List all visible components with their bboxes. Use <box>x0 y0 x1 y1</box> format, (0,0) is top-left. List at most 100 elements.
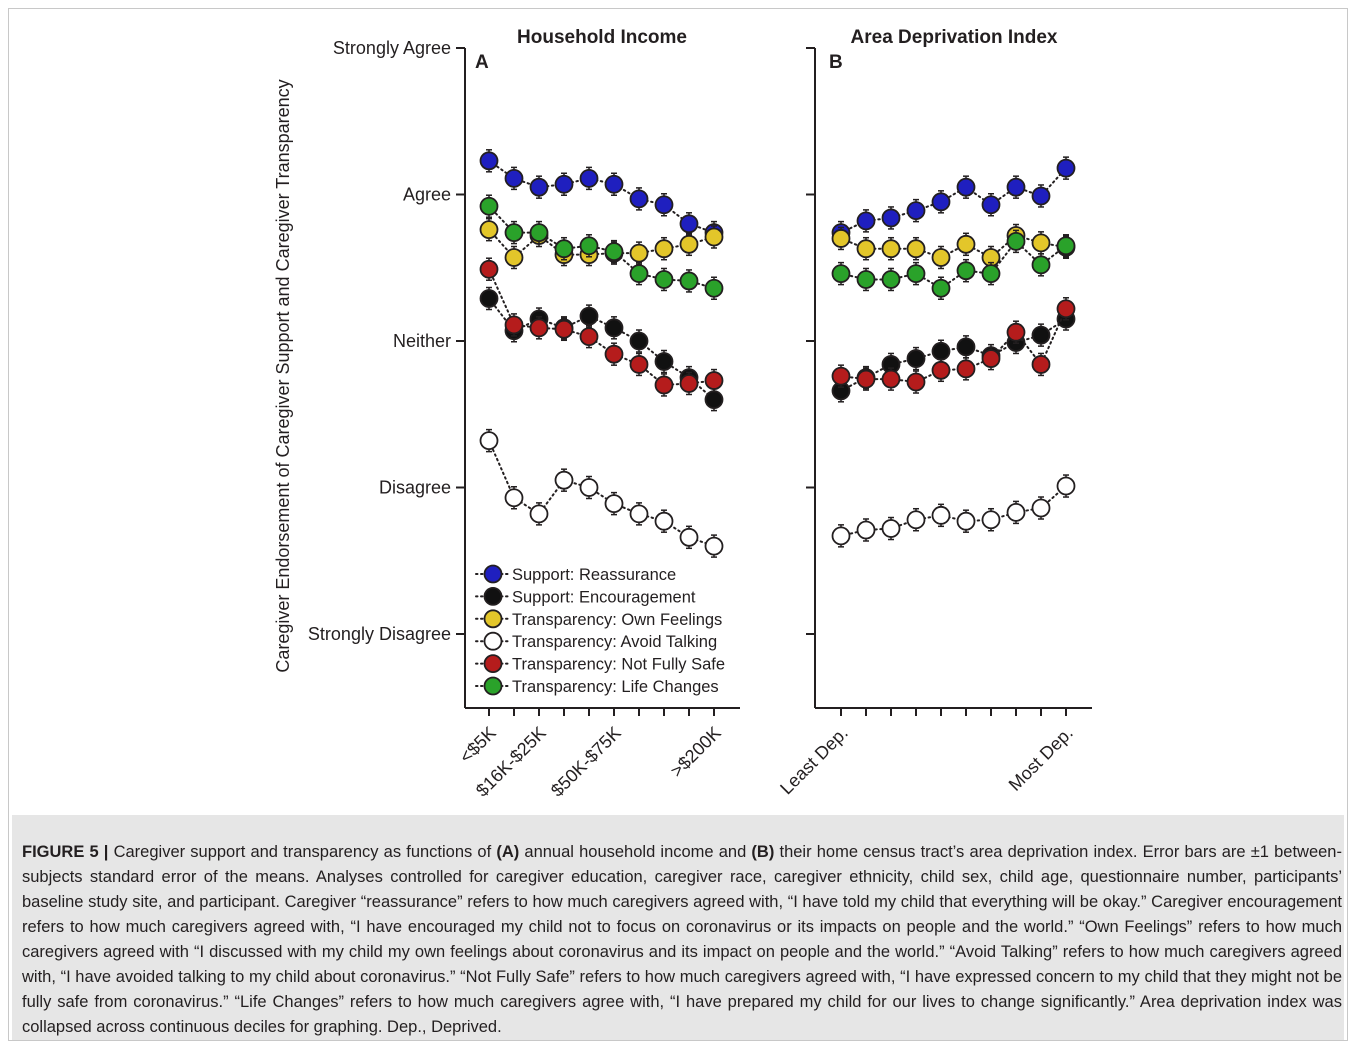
data-point <box>554 174 574 194</box>
data-point <box>529 177 549 197</box>
data-point <box>679 271 699 291</box>
data-point <box>604 494 624 514</box>
data-point <box>579 306 599 326</box>
data-point <box>931 278 951 298</box>
legend-marker <box>483 631 503 651</box>
series-line <box>488 268 715 386</box>
caption-background <box>12 815 1344 1040</box>
data-point <box>629 504 649 524</box>
data-point <box>881 270 901 289</box>
data-point <box>881 519 901 538</box>
data-point <box>604 242 624 262</box>
data-point <box>704 536 724 556</box>
chart-svg: Caregiver Endorsement of Caregiver Suppo… <box>273 27 1092 801</box>
data-point <box>1056 236 1076 256</box>
data-point <box>956 234 976 254</box>
caption-text-2: annual household income and <box>519 843 752 861</box>
y-category-label: Strongly Agree <box>333 38 451 58</box>
data-point <box>931 360 951 380</box>
data-point <box>654 239 674 259</box>
y-axis-label: Caregiver Endorsement of Caregiver Suppo… <box>273 79 293 672</box>
data-point <box>981 195 1001 215</box>
data-point <box>604 318 624 338</box>
data-point <box>931 192 951 212</box>
data-point <box>981 349 1001 368</box>
data-point <box>856 239 876 259</box>
y-category-label: Disagree <box>379 478 451 498</box>
x-tick-label: >$200K <box>666 723 724 781</box>
figure-frame <box>8 8 1348 1041</box>
data-point <box>579 236 599 256</box>
data-point <box>881 369 901 389</box>
data-point <box>479 220 499 240</box>
x-tick-label: $50K-$75K <box>547 723 625 801</box>
series-line <box>488 297 715 401</box>
panel-letter: A <box>475 52 489 73</box>
series-line <box>488 205 715 290</box>
caption-bold-a: (A) <box>496 843 520 861</box>
data-point <box>1056 476 1076 496</box>
data-point <box>956 359 976 379</box>
data-point <box>629 189 649 209</box>
caption-text-1: Caregiver support and transparency as fu… <box>108 843 497 861</box>
data-point <box>856 270 876 289</box>
legend-marker <box>483 587 503 606</box>
data-point <box>504 488 524 508</box>
legend-label: Support: Encouragement <box>512 588 696 606</box>
data-point <box>906 239 926 259</box>
data-point <box>981 264 1001 284</box>
data-point <box>679 374 699 393</box>
x-tick-label: <$5K <box>456 723 500 767</box>
legend-label: Support: Reassurance <box>512 566 676 584</box>
data-point <box>831 366 851 386</box>
series-line <box>840 485 1067 537</box>
data-point <box>1031 186 1051 206</box>
data-point <box>479 259 499 279</box>
data-point <box>906 201 926 221</box>
data-point <box>1031 355 1051 374</box>
data-point <box>629 264 649 284</box>
data-point <box>504 168 524 188</box>
legend-marker <box>483 676 503 696</box>
data-point <box>704 227 724 247</box>
data-point <box>629 331 649 351</box>
panel-title: Household Income <box>517 27 687 48</box>
data-point <box>856 520 876 540</box>
data-point <box>654 375 674 395</box>
legend-label: Transparency: Life Changes <box>512 678 719 696</box>
data-point <box>704 278 724 298</box>
legend-marker <box>483 564 503 584</box>
data-point <box>931 505 951 525</box>
data-point <box>629 243 649 263</box>
data-point <box>504 223 524 242</box>
y-category-labels: Strongly Disagree Disagree Neither Agree Str… <box>308 38 451 644</box>
data-point <box>679 214 699 234</box>
data-point <box>529 504 549 524</box>
series-line <box>488 439 715 548</box>
data-point <box>856 211 876 231</box>
data-point <box>629 355 649 374</box>
data-point <box>654 195 674 215</box>
data-point <box>931 248 951 267</box>
data-point <box>479 196 499 216</box>
data-point <box>1031 255 1051 275</box>
data-point <box>1006 322 1026 342</box>
caption-bold-b: (B) <box>751 843 775 861</box>
series-line <box>488 159 715 234</box>
data-point <box>956 337 976 357</box>
data-point <box>679 527 699 547</box>
legend-label: Transparency: Avoid Talking <box>512 633 717 651</box>
panel-letter: B <box>829 52 843 73</box>
data-point <box>956 511 976 531</box>
caption-label: FIGURE 5 | <box>22 843 109 861</box>
data-point <box>604 344 624 364</box>
legend-label: Transparency: Not Fully Safe <box>512 656 725 674</box>
legend-marker <box>483 654 503 673</box>
data-point <box>956 177 976 197</box>
data-point <box>604 174 624 194</box>
panel-title: Area Deprivation Index <box>851 27 1058 48</box>
series-line <box>840 234 1067 259</box>
data-point <box>554 239 574 259</box>
data-point <box>704 371 724 390</box>
data-point <box>1056 158 1076 178</box>
